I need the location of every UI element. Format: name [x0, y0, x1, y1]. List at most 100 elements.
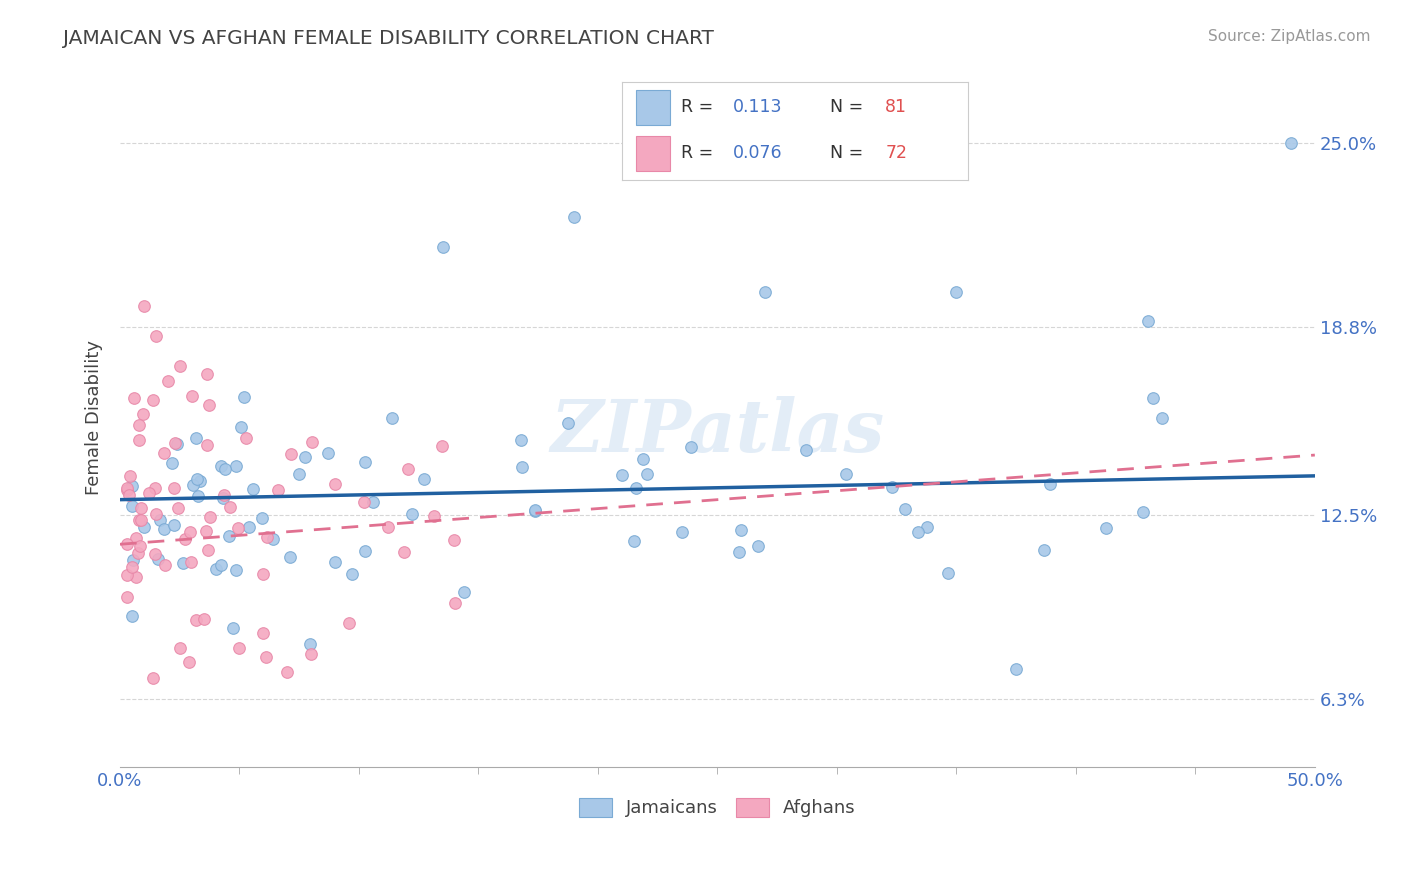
Point	[1279, 136, 1302, 150]
Point	[423, 509, 446, 524]
Point	[392, 545, 415, 559]
Point	[172, 556, 194, 570]
Point	[1132, 505, 1154, 519]
Point	[907, 525, 929, 540]
Point	[242, 482, 264, 496]
Point	[232, 390, 254, 404]
Point	[214, 462, 236, 476]
Point	[212, 488, 235, 502]
Point	[794, 443, 817, 458]
Point	[187, 489, 209, 503]
Point	[118, 469, 141, 483]
Point	[186, 431, 208, 445]
Point	[226, 521, 249, 535]
Point	[353, 494, 375, 508]
Point	[125, 531, 148, 545]
Point	[252, 626, 274, 640]
Point	[186, 472, 208, 486]
Point	[142, 671, 165, 685]
Point	[238, 520, 260, 534]
Point	[623, 534, 645, 549]
Point	[200, 510, 222, 524]
Point	[288, 467, 311, 481]
Point	[225, 459, 247, 474]
Point	[562, 210, 585, 224]
Point	[129, 500, 152, 515]
Point	[228, 641, 250, 656]
Point	[127, 546, 149, 560]
Text: ZIPatlas: ZIPatlas	[550, 396, 884, 467]
Point	[153, 558, 176, 572]
Point	[671, 525, 693, 540]
Point	[361, 495, 384, 509]
Point	[235, 431, 257, 445]
Point	[177, 655, 200, 669]
Point	[299, 637, 322, 651]
Point	[195, 438, 218, 452]
Point	[299, 647, 322, 661]
Point	[339, 616, 361, 631]
Point	[132, 407, 155, 421]
Point	[730, 523, 752, 537]
Point	[148, 552, 170, 566]
Point	[142, 393, 165, 408]
Point	[162, 457, 184, 471]
Point	[124, 391, 146, 405]
Point	[121, 559, 143, 574]
Point	[636, 467, 658, 481]
Point	[413, 472, 436, 486]
Point	[252, 567, 274, 582]
Point	[353, 455, 375, 469]
Point	[195, 368, 218, 382]
Point	[381, 410, 404, 425]
Point	[267, 483, 290, 497]
Point	[430, 440, 453, 454]
Point	[882, 480, 904, 494]
Point	[610, 468, 633, 483]
Point	[1136, 314, 1159, 328]
Point	[211, 491, 233, 505]
Point	[1142, 391, 1164, 405]
Point	[218, 528, 240, 542]
Point	[1150, 410, 1173, 425]
Point	[128, 513, 150, 527]
Point	[143, 481, 166, 495]
Point	[624, 481, 647, 495]
Point	[256, 530, 278, 544]
Point	[936, 566, 959, 580]
Point	[152, 522, 174, 536]
Point	[205, 562, 228, 576]
Point	[121, 608, 143, 623]
Point	[163, 517, 186, 532]
Point	[138, 485, 160, 500]
Point	[276, 665, 298, 679]
Point	[129, 513, 152, 527]
Point	[1005, 662, 1028, 676]
Y-axis label: Female Disability: Female Disability	[86, 341, 103, 495]
Point	[1039, 476, 1062, 491]
Point	[1095, 521, 1118, 535]
Point	[180, 388, 202, 402]
Point	[278, 549, 301, 564]
Point	[125, 570, 148, 584]
Point	[132, 520, 155, 534]
Point	[631, 452, 654, 467]
Point	[222, 621, 245, 635]
Point	[894, 502, 917, 516]
Point	[523, 504, 546, 518]
Point	[165, 435, 187, 450]
Point	[301, 435, 323, 450]
Point	[121, 499, 143, 513]
Point	[156, 374, 179, 388]
Point	[510, 460, 533, 475]
Point	[945, 285, 967, 299]
Point	[115, 567, 138, 582]
Point	[401, 507, 423, 521]
Point	[166, 437, 188, 451]
Point	[444, 597, 467, 611]
Point	[747, 539, 769, 553]
Point	[915, 520, 938, 534]
Point	[280, 447, 302, 461]
Point	[453, 585, 475, 599]
Point	[132, 299, 155, 313]
